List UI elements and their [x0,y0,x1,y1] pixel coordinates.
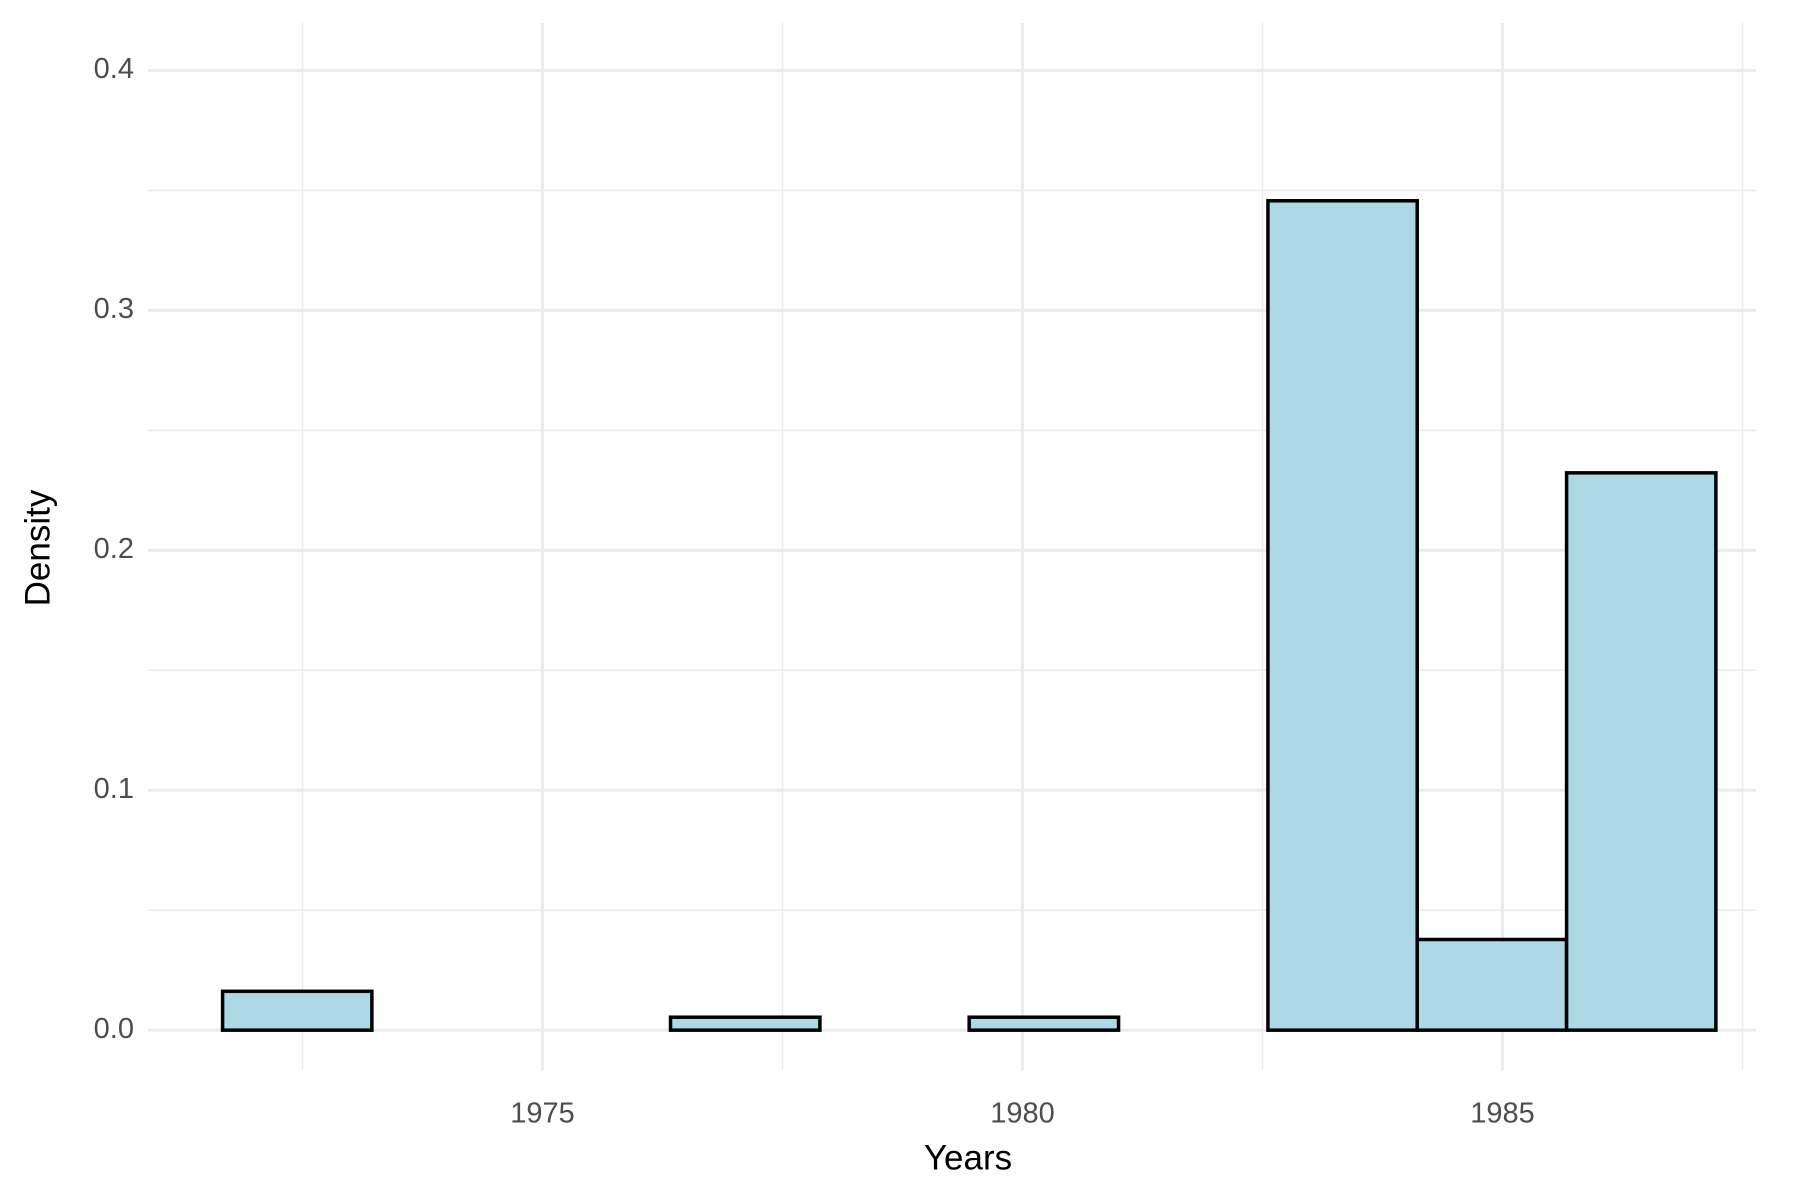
x-tick-label: 1985 [1470,1098,1535,1130]
bar [1266,199,1419,1032]
x-axis-title: Years [924,1138,1012,1177]
y-tick-label: 0.0 [94,1013,134,1045]
y-tick-label: 0.4 [94,53,134,85]
bar [967,1015,1121,1032]
bar [1564,471,1718,1032]
y-tick-label: 0.2 [94,533,134,565]
y-axis-title: Density [18,489,57,606]
x-tick-label: 1980 [990,1098,1055,1130]
bar [220,989,374,1032]
bar [668,1015,822,1032]
x-tick-label: 1975 [510,1098,575,1130]
bar [1415,937,1569,1032]
y-tick-label: 0.1 [94,773,134,805]
y-tick-label: 0.3 [94,293,134,325]
